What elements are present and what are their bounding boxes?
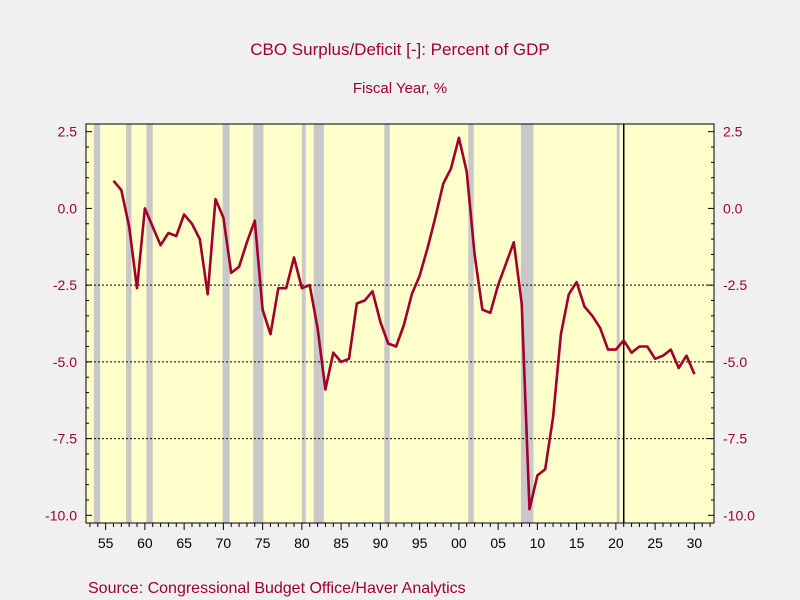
- chart-subtitle: Fiscal Year, %: [353, 80, 447, 97]
- x-tick-label: 90: [373, 535, 389, 551]
- x-tick-label: 65: [176, 535, 192, 551]
- recession-band: [126, 124, 132, 523]
- recession-band: [313, 124, 324, 523]
- x-tick-label: 20: [608, 535, 624, 551]
- x-tick-label: 75: [255, 535, 271, 551]
- x-tick-label: 30: [687, 535, 703, 551]
- x-tick-label: 80: [294, 535, 310, 551]
- series-group: [112, 136, 696, 511]
- x-tick-label: 95: [412, 535, 428, 551]
- x-tick-label: 70: [216, 535, 232, 551]
- y-tick-label-right: -7.5: [723, 431, 747, 447]
- x-axis: 55 60 65 70 75 80 85 90 95 00 05 10 15 20 25 30: [89, 523, 711, 551]
- x-tick-label: 25: [647, 535, 663, 551]
- x-tick-label: 15: [569, 535, 585, 551]
- recession-band: [616, 124, 620, 523]
- plot-frame: [85, 123, 715, 524]
- recession-band: [301, 124, 306, 523]
- plot-area: [86, 124, 714, 523]
- y-tick-label-right: 2.5: [723, 124, 743, 140]
- x-tick-label: 55: [98, 535, 114, 551]
- y-tick-label-left: 0.0: [58, 200, 78, 216]
- y-axis-left: 2.5 0.0 -2.5 -5.0 -7.5 -10.0: [45, 124, 92, 523]
- recession-band: [253, 124, 264, 523]
- y-tick-label-right: 0.0: [723, 200, 743, 216]
- x-tick-label: 10: [530, 535, 546, 551]
- y-tick-label-left: 2.5: [58, 124, 78, 140]
- recession-band: [222, 124, 230, 523]
- recession-band: [146, 124, 153, 523]
- x-tick-label: 00: [451, 535, 467, 551]
- x-tick-label: 05: [490, 535, 506, 551]
- y-tick-label-left: -2.5: [53, 277, 77, 293]
- recession-shading: [93, 124, 620, 523]
- y-tick-label-right: -10.0: [723, 507, 755, 523]
- gridlines: [86, 284, 714, 440]
- chart-title: CBO Surplus/Deficit [-]: Percent of GDP: [250, 40, 549, 59]
- recession-band: [520, 124, 534, 523]
- source-note: Source: Congressional Budget Office/Have…: [88, 580, 466, 597]
- x-tick-label: 85: [333, 535, 349, 551]
- series-line: [112, 136, 696, 511]
- x-tick-label: 60: [137, 535, 153, 551]
- y-axis-right: 2.5 0.0 -2.5 -5.0 -7.5 -10.0: [708, 124, 755, 523]
- recession-band: [384, 124, 390, 523]
- y-tick-label-right: -5.0: [723, 354, 747, 370]
- y-tick-label-right: -2.5: [723, 277, 747, 293]
- y-tick-label-left: -10.0: [45, 507, 77, 523]
- recession-band: [93, 124, 101, 523]
- y-tick-label-left: -7.5: [53, 431, 77, 447]
- recession-band: [468, 124, 474, 523]
- y-tick-label-left: -5.0: [53, 354, 77, 370]
